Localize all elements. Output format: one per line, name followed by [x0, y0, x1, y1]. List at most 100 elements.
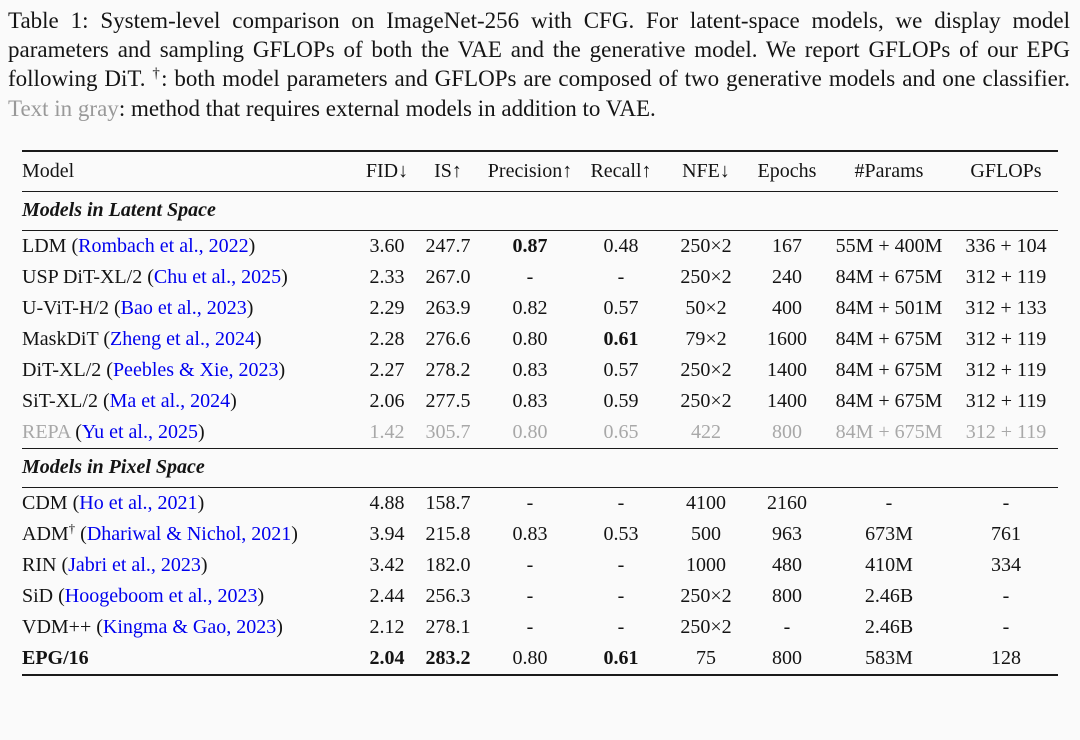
cell-nfe: 250×2 — [680, 584, 732, 607]
cell-recall: - — [617, 491, 625, 514]
cell-is: 267.0 — [425, 265, 471, 288]
paren-open: ( — [142, 265, 154, 288]
cell-gflops: 761 — [991, 522, 1021, 545]
cell-params: 55M + 400M — [835, 234, 943, 257]
cell-fid: 2.12 — [369, 615, 405, 638]
cell-nfe: 79×2 — [685, 327, 727, 350]
citation-link[interactable]: Hoogeboom et al., 2023 — [64, 584, 258, 607]
cell-recall: - — [617, 584, 625, 607]
citation-link[interactable]: Ho et al., 2021 — [79, 491, 198, 514]
cell-params: 410M — [865, 553, 913, 576]
cell-nfe: 4100 — [686, 491, 726, 514]
citation-link[interactable]: Jabri et al., 2023 — [68, 553, 201, 576]
col-header-epochs: Epochs — [750, 149, 824, 192]
col-header-is: IS↑ — [416, 149, 480, 192]
col-header-params: #Params — [824, 149, 954, 192]
cell-nfe: 75 — [662, 642, 750, 676]
citation-link[interactable]: Chu et al., 2025 — [153, 265, 282, 288]
cell-precision: 0.83 — [512, 358, 548, 381]
model-name: LDM — [22, 234, 67, 257]
table-row: REPA (Yu et al., 2025) 1.42 305.7 0.80 0… — [22, 417, 1058, 449]
model-name: USP DiT-XL/2 — [22, 265, 143, 288]
cell-fid: 2.27 — [369, 358, 405, 381]
cell-epochs: 800 — [750, 642, 824, 676]
cell-precision: 0.80 — [512, 420, 548, 443]
cell-precision: - — [526, 584, 534, 607]
cell-nfe: 250×2 — [680, 389, 732, 412]
paren-open: ( — [66, 234, 79, 257]
cell-gflops: 312 + 119 — [965, 420, 1047, 443]
cell-params: 84M + 675M — [835, 265, 943, 288]
cell-params: 84M + 675M — [835, 389, 943, 412]
paren-open: ( — [53, 584, 65, 607]
citation-link[interactable]: Dhariwal & Nichol, 2021 — [86, 522, 292, 545]
cell-fid: 2.33 — [369, 265, 405, 288]
cell-nfe: 1000 — [686, 553, 726, 576]
paren-close: ) — [246, 296, 254, 319]
table-row: SiT-XL/2 (Ma et al., 2024) 2.06 277.5 0.… — [22, 386, 1058, 417]
caption-text-before: Table 1: System-level comparison on Imag… — [8, 8, 1070, 92]
paren-close: ) — [291, 522, 298, 545]
cell-params: 84M + 675M — [835, 327, 943, 350]
cell-gflops: 336 + 104 — [965, 234, 1047, 257]
paren-open: ( — [70, 420, 82, 443]
paren-close: ) — [278, 358, 286, 381]
cell-nfe: 250×2 — [680, 234, 732, 257]
cell-precision: - — [526, 265, 534, 288]
cell-gflops: 334 — [991, 553, 1021, 576]
cell-gflops: 312 + 119 — [965, 358, 1047, 381]
cell-gflops: 312 + 133 — [965, 296, 1047, 319]
paren-open: ( — [101, 358, 113, 381]
table-row: ADM† (Dhariwal & Nichol, 2021) 3.94 215.… — [22, 519, 1058, 550]
citation-link[interactable]: Yu et al., 2025 — [81, 420, 198, 443]
paren-close: ) — [197, 420, 205, 443]
cell-is: 263.9 — [425, 296, 471, 319]
cell-params: 2.46B — [864, 584, 914, 607]
model-name: VDM++ — [22, 615, 92, 638]
comparison-table: Model FID↓ IS↑ Precision↑ Recall↑ NFE↓ E… — [22, 149, 1058, 676]
cell-recall: - — [617, 553, 625, 576]
cell-fid: 2.04 — [358, 642, 416, 676]
paren-open: ( — [98, 327, 110, 350]
cell-precision: 0.80 — [480, 642, 580, 676]
cell-epochs: 1400 — [767, 358, 807, 381]
cell-precision: 0.83 — [512, 389, 548, 412]
cell-is: 305.7 — [425, 420, 471, 443]
table-row: RIN (Jabri et al., 2023) 3.42 182.0 - - … — [22, 550, 1058, 581]
cell-fid: 2.06 — [369, 389, 405, 412]
col-header-recall: Recall↑ — [580, 149, 662, 192]
table-caption: Table 1: System-level comparison on Imag… — [8, 6, 1070, 123]
paren-open: ( — [67, 491, 80, 514]
citation-link[interactable]: Zheng et al., 2024 — [109, 327, 255, 350]
citation-link[interactable]: Rombach et al., 2022 — [78, 234, 249, 257]
cell-epochs: 1600 — [767, 327, 807, 350]
section-header-row: Models in Latent Space — [22, 190, 1058, 231]
cell-fid: 3.60 — [369, 234, 405, 257]
table-row: LDM (Rombach et al., 2022) 3.60 247.7 0.… — [22, 230, 1058, 262]
cell-nfe: 250×2 — [680, 615, 732, 638]
cell-model: MaskDiT (Zheng et al., 2024) — [22, 324, 358, 355]
cell-epochs: 963 — [772, 522, 802, 545]
cell-is: 247.7 — [425, 234, 471, 257]
cell-epochs: - — [783, 615, 791, 638]
cell-model: CDM (Ho et al., 2021) — [22, 487, 358, 519]
cell-is: 278.1 — [425, 615, 471, 638]
cell-fid: 2.29 — [369, 296, 405, 319]
citation-link[interactable]: Bao et al., 2023 — [120, 296, 247, 319]
model-name: EPG/16 — [22, 646, 89, 669]
cell-is: 283.2 — [416, 642, 480, 676]
caption-dagger: † — [152, 65, 162, 82]
citation-link[interactable]: Peebles & Xie, 2023 — [112, 358, 279, 381]
cell-recall: 0.59 — [603, 389, 639, 412]
citation-link[interactable]: Kingma & Gao, 2023 — [102, 615, 277, 638]
cell-nfe: 250×2 — [680, 358, 732, 381]
caption-text-mid: : both model parameters and GFLOPs are c… — [161, 66, 1070, 92]
citation-link[interactable]: Ma et al., 2024 — [109, 389, 231, 412]
cell-model: U-ViT-H/2 (Bao et al., 2023) — [22, 293, 358, 324]
cell-params: 673M — [865, 522, 913, 545]
cell-gflops: - — [1002, 491, 1010, 514]
paren-close: ) — [230, 389, 237, 412]
cell-fid: 4.88 — [369, 491, 405, 514]
cell-gflops: - — [1002, 584, 1010, 607]
col-header-nfe: NFE↓ — [662, 149, 750, 192]
